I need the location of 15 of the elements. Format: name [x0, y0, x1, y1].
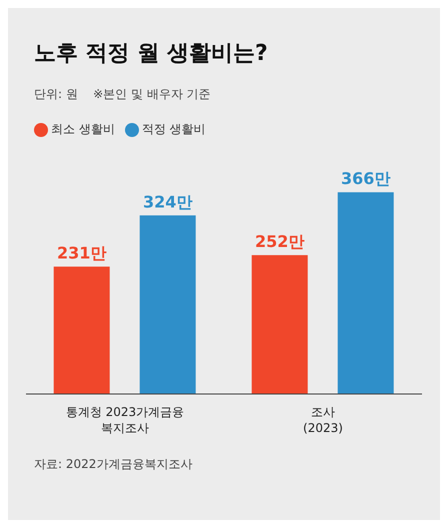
- data-label: 366만: [341, 169, 390, 188]
- x-tick-label: 조사 (2023): [303, 405, 343, 435]
- data-label: 252만: [255, 232, 304, 252]
- bar: [140, 215, 196, 394]
- data-label: 231만: [57, 244, 106, 263]
- chart-title: 노후 적정 월 생활비는?: [33, 40, 269, 68]
- bar: [54, 266, 110, 394]
- text: 자료: 2022가계금융복지조사: [34, 456, 194, 473]
- legend-label: 적정 생활비: [140, 121, 206, 138]
- bar: [252, 255, 308, 394]
- data-label: 324만: [143, 192, 192, 212]
- x-tick-label: 통계청 2023가계금융 복지조사: [66, 405, 184, 435]
- bar: [338, 192, 394, 394]
- chart-subtitle: 단위: 원 ※본인 및 배우자 기준: [33, 86, 212, 103]
- legend-label: 최소 생활비: [50, 121, 115, 138]
